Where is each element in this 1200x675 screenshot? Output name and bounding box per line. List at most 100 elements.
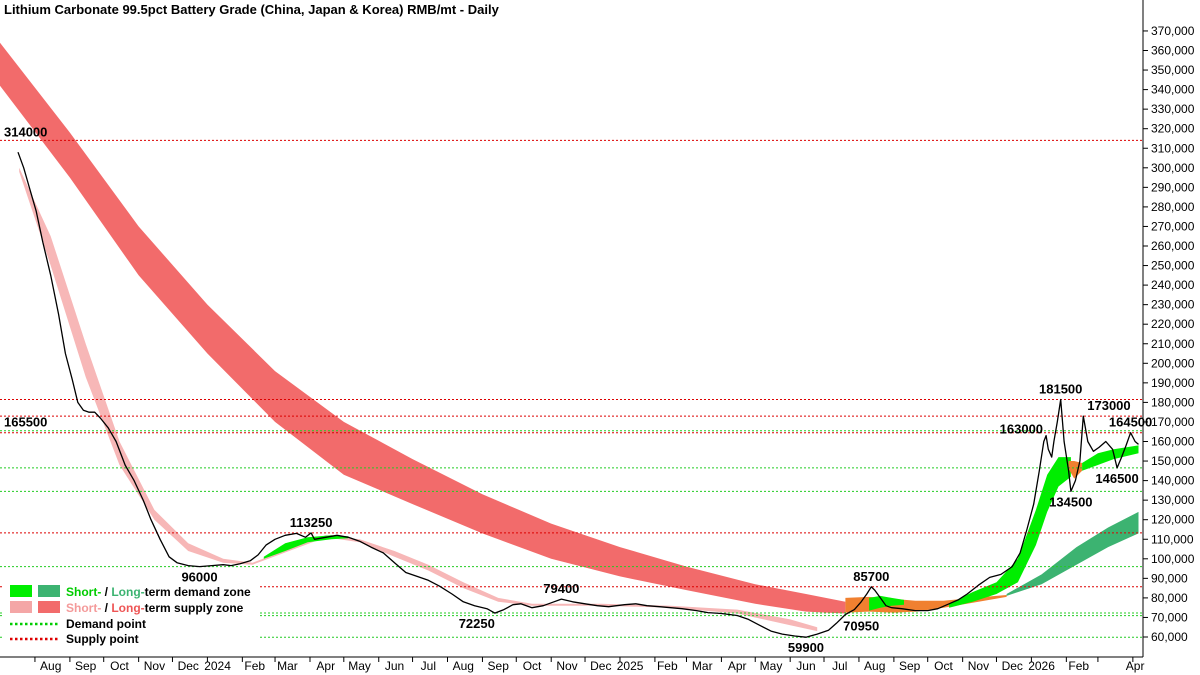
x-tick-label: Apr [728, 659, 747, 673]
x-tick-label: Aug [40, 659, 61, 673]
y-tick-label: 290,000 [1151, 180, 1195, 194]
annotation-165500: 165500 [4, 415, 47, 430]
zone-band-1 [0, 42, 846, 614]
y-tick-label: 100,000 [1151, 552, 1195, 566]
annotation-79400: 79400 [543, 581, 579, 596]
x-tick-label: 2026 [1028, 659, 1055, 673]
annotation-72250: 72250 [459, 616, 495, 631]
price-line [17, 151, 1139, 638]
annotation-314000: 314000 [4, 124, 47, 139]
y-tick-label: 120,000 [1151, 513, 1195, 527]
horizontal-levels [0, 139, 1143, 638]
x-tick-label: Jul [421, 659, 436, 673]
y-tick-label: 370,000 [1151, 24, 1195, 38]
y-tick-label: 330,000 [1151, 102, 1195, 116]
y-tick-label: 90,000 [1151, 571, 1188, 585]
annotation-134500: 134500 [1049, 494, 1092, 509]
zone-band-3 [263, 535, 349, 559]
x-tick-label: Jun [385, 659, 404, 673]
zone-band-6 [949, 457, 1071, 608]
legend-label-4: Supply point [66, 632, 139, 646]
annotation-113250: 113250 [290, 515, 333, 530]
y-tick-label: 80,000 [1151, 591, 1188, 605]
y-tick-label: 270,000 [1151, 219, 1195, 233]
x-tick-label: Jul [832, 659, 847, 673]
x-tick-label: 2024 [204, 659, 231, 673]
y-tick-label: 180,000 [1151, 395, 1195, 409]
annotation-146500: 146500 [1095, 471, 1138, 486]
annotation-164500: 164500 [1109, 415, 1152, 430]
x-tick-label: Sep [488, 659, 510, 673]
x-tick-label: May [760, 659, 783, 673]
y-tick-label: 70,000 [1151, 610, 1188, 624]
legend-label-1: Short- / Long-term demand zone [66, 585, 251, 599]
legend-label-3: Demand point [66, 617, 146, 631]
legend-label-2: Short- / Long-term supply zone [66, 601, 244, 615]
y-tick-label: 260,000 [1151, 239, 1195, 253]
annotation-96000: 96000 [181, 570, 217, 585]
y-tick-label: 280,000 [1151, 200, 1195, 214]
y-tick-label: 150,000 [1151, 454, 1195, 468]
x-tick-label: Oct [110, 659, 129, 673]
x-tick-label: Sep [899, 659, 921, 673]
x-tick-label: Mar [277, 659, 298, 673]
legend-swatch-long [38, 585, 60, 597]
zone-bands [0, 42, 1139, 632]
price-line-group [17, 151, 1139, 638]
y-tick-label: 250,000 [1151, 259, 1195, 273]
x-tick-label: Feb [1068, 659, 1089, 673]
x-tick-label: Jun [796, 659, 815, 673]
x-tick-label: Dec [1002, 659, 1023, 673]
x-tick-label: Dec [590, 659, 611, 673]
y-tick-label: 110,000 [1151, 532, 1194, 546]
x-tick-label: Apr [1126, 659, 1145, 673]
y-tick-label: 160,000 [1151, 435, 1195, 449]
x-tick-label: 2025 [617, 659, 644, 673]
y-tick-label: 130,000 [1151, 493, 1195, 507]
legend-swatch-long [38, 601, 60, 613]
y-tick-label: 200,000 [1151, 356, 1195, 370]
y-tick-label: 60,000 [1151, 630, 1188, 644]
y-tick-label: 220,000 [1151, 317, 1195, 331]
x-tick-label: Oct [934, 659, 953, 673]
annotation-181500: 181500 [1039, 381, 1082, 396]
annotation-70950: 70950 [843, 619, 879, 634]
x-tick-label: May [348, 659, 371, 673]
y-tick-label: 300,000 [1151, 161, 1195, 175]
x-tick-label: Oct [523, 659, 542, 673]
y-tick-label: 340,000 [1151, 83, 1195, 97]
x-tick-label: Mar [692, 659, 713, 673]
y-tick-label: 190,000 [1151, 376, 1195, 390]
y-tick-label: 210,000 [1151, 337, 1195, 351]
y-tick-label: 360,000 [1151, 44, 1195, 58]
zone-band-5 [869, 595, 904, 611]
legend-swatch-short [10, 601, 32, 613]
y-tick-label: 310,000 [1151, 141, 1195, 155]
chart-title: Lithium Carbonate 99.5pct Battery Grade … [4, 2, 500, 17]
y-tick-label: 140,000 [1151, 474, 1195, 488]
x-tick-label: Apr [316, 659, 335, 673]
legend: Short- / Long-term demand zone Short- / L… [4, 582, 260, 646]
x-tick-label: Aug [864, 659, 885, 673]
x-tick-label: Nov [968, 659, 989, 673]
y-tick-label: 170,000 [1151, 415, 1195, 429]
x-tick-label: Sep [75, 659, 97, 673]
x-tick-label: Feb [657, 659, 678, 673]
annotation-59900: 59900 [788, 640, 824, 655]
x-tick-label: Dec [178, 659, 199, 673]
annotations: 314000 165500 113250 96000 72250 79400 59900 70… [4, 124, 1152, 655]
y-tick-label: 320,000 [1151, 122, 1195, 136]
x-tick-label: Feb [244, 659, 265, 673]
x-tick-label: Nov [144, 659, 165, 673]
annotation-173000: 173000 [1087, 398, 1130, 413]
legend-swatch-short [10, 585, 32, 597]
y-tick-label: 230,000 [1151, 298, 1195, 312]
x-tick-label: Aug [453, 659, 474, 673]
annotation-85700: 85700 [853, 569, 889, 584]
y-tick-label: 350,000 [1151, 63, 1195, 77]
annotation-163000: 163000 [1000, 422, 1043, 437]
zone-band-9 [1082, 445, 1139, 471]
x-tick-label: Nov [556, 659, 577, 673]
